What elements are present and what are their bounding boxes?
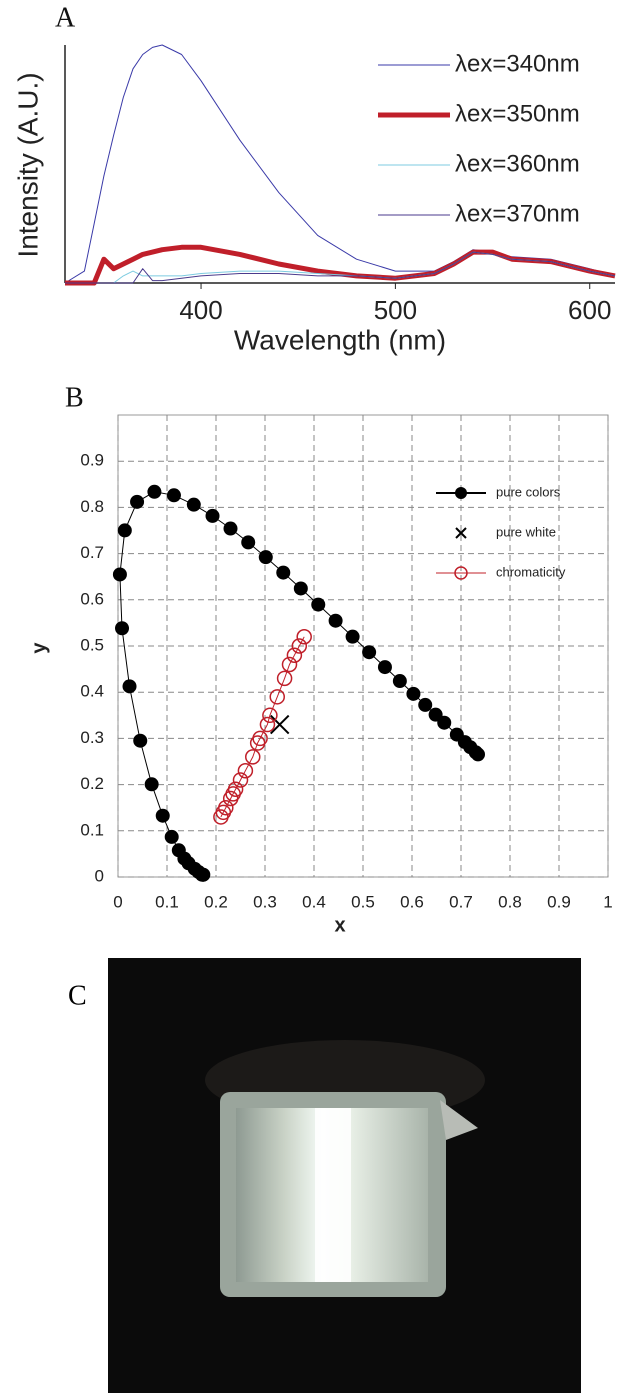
legend-label: λex=360nm	[455, 150, 580, 177]
marker-cross	[269, 714, 290, 735]
marker-point	[276, 670, 293, 687]
marker-point	[377, 660, 392, 675]
marker-point	[418, 697, 433, 712]
legend-label: λex=340nm	[455, 50, 580, 77]
marker-point	[133, 733, 148, 748]
series-line	[119, 491, 479, 876]
marker-point	[186, 497, 201, 512]
marker-point	[259, 716, 276, 733]
legend-label: chromaticity	[496, 564, 566, 579]
y-tick-label: 0	[95, 866, 104, 885]
y-axis-label: y	[28, 642, 50, 654]
marker-point	[245, 749, 261, 765]
x-tick-label: 400	[179, 295, 222, 325]
x-tick-label: 0.6	[400, 892, 424, 911]
marker-point	[122, 679, 137, 694]
y-tick-label: 0.5	[80, 635, 104, 654]
marker-point	[276, 565, 291, 580]
x-tick-label: 0.1	[155, 892, 179, 911]
panel-label: B	[65, 382, 84, 413]
marker-point	[258, 550, 273, 565]
marker-point	[115, 621, 130, 636]
marker-point	[171, 843, 186, 858]
y-tick-label: 0.1	[80, 820, 104, 839]
y-tick-label: 0.8	[80, 497, 104, 516]
y-axis-label: Intensity (A.U.)	[12, 72, 43, 257]
marker-point	[437, 715, 452, 730]
x-tick-label: 0.2	[204, 892, 228, 911]
marker-point	[345, 629, 360, 644]
y-tick-label: 0.7	[80, 543, 104, 562]
y-tick-label: 0.4	[80, 682, 104, 701]
x-tick-label: 1	[603, 892, 612, 911]
marker-point	[237, 762, 254, 779]
legend-label: λex=350nm	[455, 100, 580, 127]
marker-point	[311, 597, 326, 612]
y-tick-label: 0.2	[80, 774, 104, 793]
marker-point	[293, 581, 308, 596]
legend-marker	[455, 487, 467, 499]
marker-point	[147, 484, 162, 499]
marker-point	[392, 674, 407, 689]
legend-marker	[454, 566, 468, 580]
marker-point	[471, 747, 486, 762]
marker-point	[281, 656, 298, 673]
legend-label: pure colors	[496, 484, 561, 499]
marker-point	[144, 777, 159, 792]
series-line	[65, 244, 616, 286]
marker-point	[205, 508, 220, 523]
marker-point	[362, 645, 377, 660]
marker-point	[227, 781, 244, 797]
x-tick-label: 0	[113, 892, 122, 911]
marker-point	[406, 686, 421, 701]
panel-label: A	[55, 2, 76, 33]
x-tick-label: 600	[568, 295, 611, 325]
marker-point	[252, 730, 268, 747]
series-line	[65, 251, 616, 284]
marker-point	[241, 535, 256, 550]
marker-point	[117, 523, 132, 538]
marker-point	[291, 638, 308, 654]
panel-label: C	[68, 980, 87, 1011]
x-tick-label: 500	[374, 295, 417, 325]
marker-point	[155, 808, 170, 823]
marker-point	[296, 629, 312, 645]
cuvette-glow	[315, 1108, 351, 1282]
marker-point	[218, 799, 234, 816]
marker-point	[130, 494, 145, 509]
x-tick-label: 0.8	[498, 892, 522, 911]
x-tick-label: 0.9	[547, 892, 571, 911]
x-tick-label: 0.4	[302, 892, 326, 911]
y-tick-label: 0.6	[80, 589, 104, 608]
legend-label: λex=370nm	[455, 200, 580, 227]
marker-point	[262, 707, 278, 724]
x-tick-label: 0.5	[351, 892, 375, 911]
marker-point	[166, 488, 181, 503]
series-line	[65, 251, 616, 284]
marker-point	[223, 521, 238, 536]
marker-point	[164, 829, 179, 844]
photo-panel: C	[68, 958, 581, 1393]
x-tick-label: 0.7	[449, 892, 473, 911]
marker-point	[112, 567, 127, 582]
marker-point	[328, 613, 343, 628]
cuvette-tab	[440, 1100, 478, 1140]
x-axis-label: x	[334, 914, 345, 936]
legend-marker	[455, 527, 467, 539]
y-tick-label: 0.9	[80, 451, 104, 470]
marker-point	[232, 772, 249, 788]
legend-label: pure white	[496, 524, 556, 539]
series-line	[220, 636, 305, 818]
y-tick-label: 0.3	[80, 728, 104, 747]
marker-point	[286, 647, 303, 663]
marker-point	[269, 689, 285, 705]
x-tick-label: 0.3	[253, 892, 277, 911]
x-axis-label: Wavelength (nm)	[234, 324, 446, 355]
